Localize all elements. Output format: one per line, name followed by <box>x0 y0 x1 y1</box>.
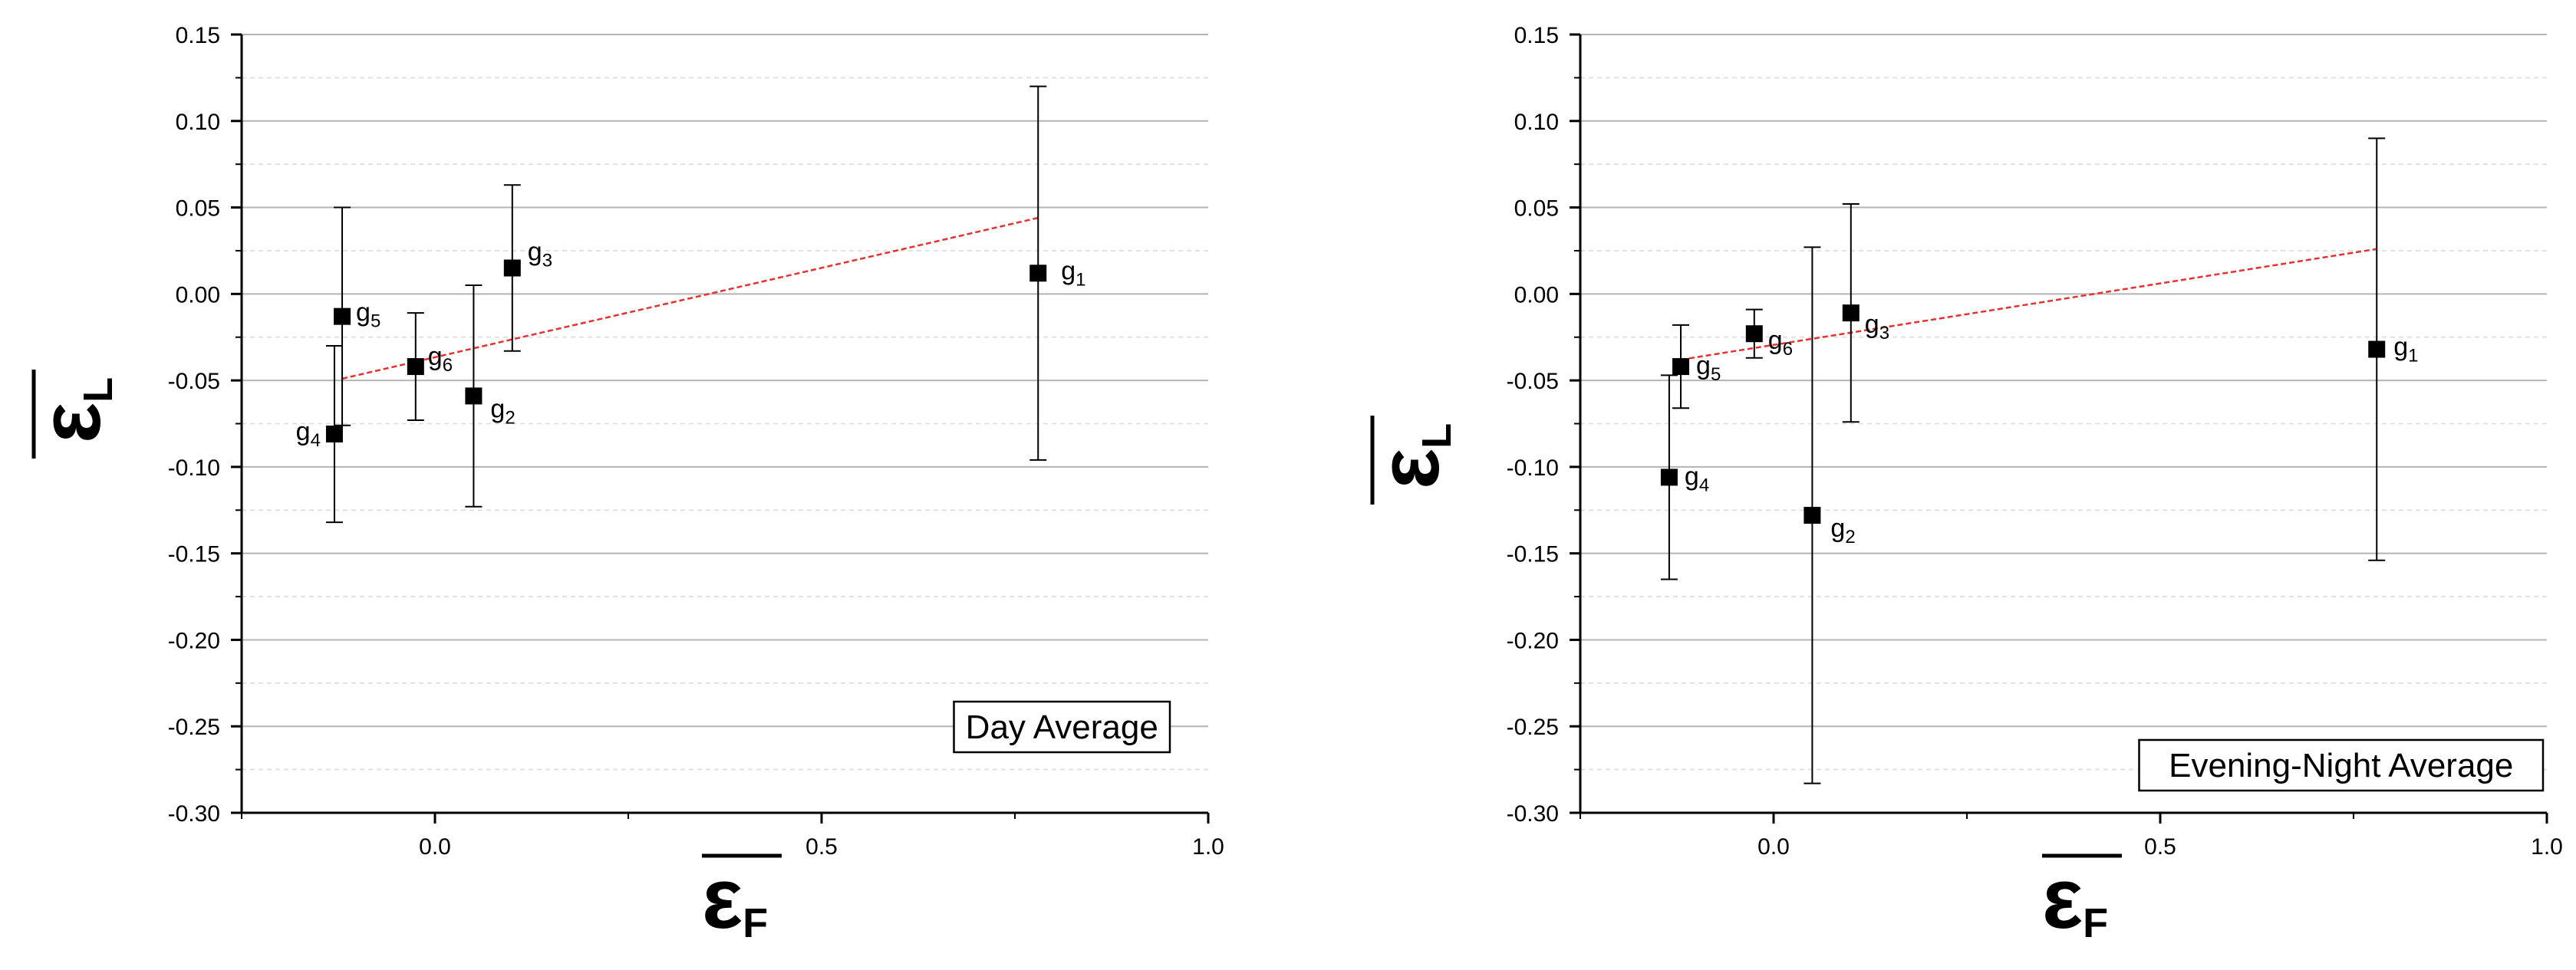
y-tick-label: -0.30 <box>168 801 220 827</box>
y-axis-label: εL <box>1361 416 1460 505</box>
chart-panel-2: 0.15 0.10 0.05 0.00 -0.05 -0.10 -0.15 -0.20 -0.2… <box>1361 23 2563 946</box>
data-point-g1 <box>1029 265 1047 282</box>
data-point-g3 <box>1842 304 1860 322</box>
data-point-g5 <box>1672 358 1690 376</box>
fit-line <box>1680 248 2377 361</box>
y-tick-label: 0.10 <box>176 110 220 135</box>
y-tick-label: -0.10 <box>1507 455 1559 481</box>
point-label-g2: g2 <box>490 394 515 428</box>
y-tick-label: 0.00 <box>176 282 220 307</box>
data-point-g1 <box>2368 340 2386 358</box>
x-axis-label-text: εF <box>702 850 768 946</box>
y-axis-label-text: εL <box>1361 423 1460 489</box>
data-point-g2 <box>1804 507 1821 524</box>
x-tick-label: 0.5 <box>805 834 838 860</box>
point-label-g1: g1 <box>2393 333 2418 367</box>
y-tick-label: 0.10 <box>1514 110 1559 135</box>
point-label-g1: g1 <box>1061 256 1085 290</box>
point-label-g5: g5 <box>1696 351 1721 385</box>
y-tick-label: -0.10 <box>168 455 220 481</box>
y-tick-label: -0.15 <box>1507 542 1559 567</box>
point-label-g2: g2 <box>1830 514 1855 547</box>
y-tick-label: -0.30 <box>1507 801 1559 827</box>
data-point-g4 <box>325 426 343 443</box>
x-tick-label: 0.0 <box>1757 834 1790 860</box>
point-label-g6: g6 <box>428 342 453 376</box>
data-point-g6 <box>407 358 424 376</box>
y-axis-label: εL <box>22 370 121 459</box>
y-tick-label: -0.05 <box>168 369 220 394</box>
x-axis-label-text: εF <box>2042 850 2108 946</box>
y-tick-label: 0.00 <box>1514 282 1559 307</box>
y-tick-label: -0.20 <box>168 628 220 653</box>
x-tick-label: 0.0 <box>419 834 451 860</box>
data-point-g5 <box>334 307 351 325</box>
point-label-g4: g4 <box>296 417 321 451</box>
y-tick-label: 0.05 <box>176 196 220 222</box>
y-tick-label: -0.25 <box>1507 715 1559 740</box>
y-tick-label: -0.20 <box>1507 628 1559 653</box>
y-tick-label: 0.15 <box>1514 23 1559 48</box>
y-tick-label: 0.15 <box>176 23 220 48</box>
point-label-g5: g5 <box>356 298 380 332</box>
x-axis-label: εF <box>2042 850 2122 946</box>
y-tick-label: -0.05 <box>1507 369 1559 394</box>
x-tick-label: 1.0 <box>1192 834 1224 860</box>
y-tick-label: 0.05 <box>1514 196 1559 222</box>
point-label-g6: g6 <box>1768 326 1793 360</box>
point-label-g3: g3 <box>528 238 552 271</box>
x-tick-label: 1.0 <box>2531 834 2563 860</box>
annotation-box <box>953 700 1171 754</box>
data-point-g4 <box>1660 469 1678 486</box>
annotation-text: Evening-Night Average <box>2169 747 2513 784</box>
point-label-g3: g3 <box>1865 310 1889 344</box>
x-tick-label: 0.5 <box>2144 834 2176 860</box>
x-axis-label: εF <box>702 850 782 946</box>
fit-line <box>341 216 1039 380</box>
y-axis-label-text: εL <box>22 377 121 443</box>
data-point-g2 <box>465 387 483 405</box>
point-label-g4: g4 <box>1685 462 1709 495</box>
chart-panel-1: 0.15 0.10 0.05 0.00 -0.05 -0.10 -0.15 -0.20 -0.2… <box>22 23 1224 946</box>
annotation-text: Day Average <box>966 709 1158 746</box>
data-point-g6 <box>1745 325 1763 343</box>
data-point-g3 <box>503 259 521 277</box>
y-tick-label: -0.15 <box>168 542 220 567</box>
y-tick-label: -0.25 <box>168 715 220 740</box>
annotation-box <box>2138 738 2545 792</box>
